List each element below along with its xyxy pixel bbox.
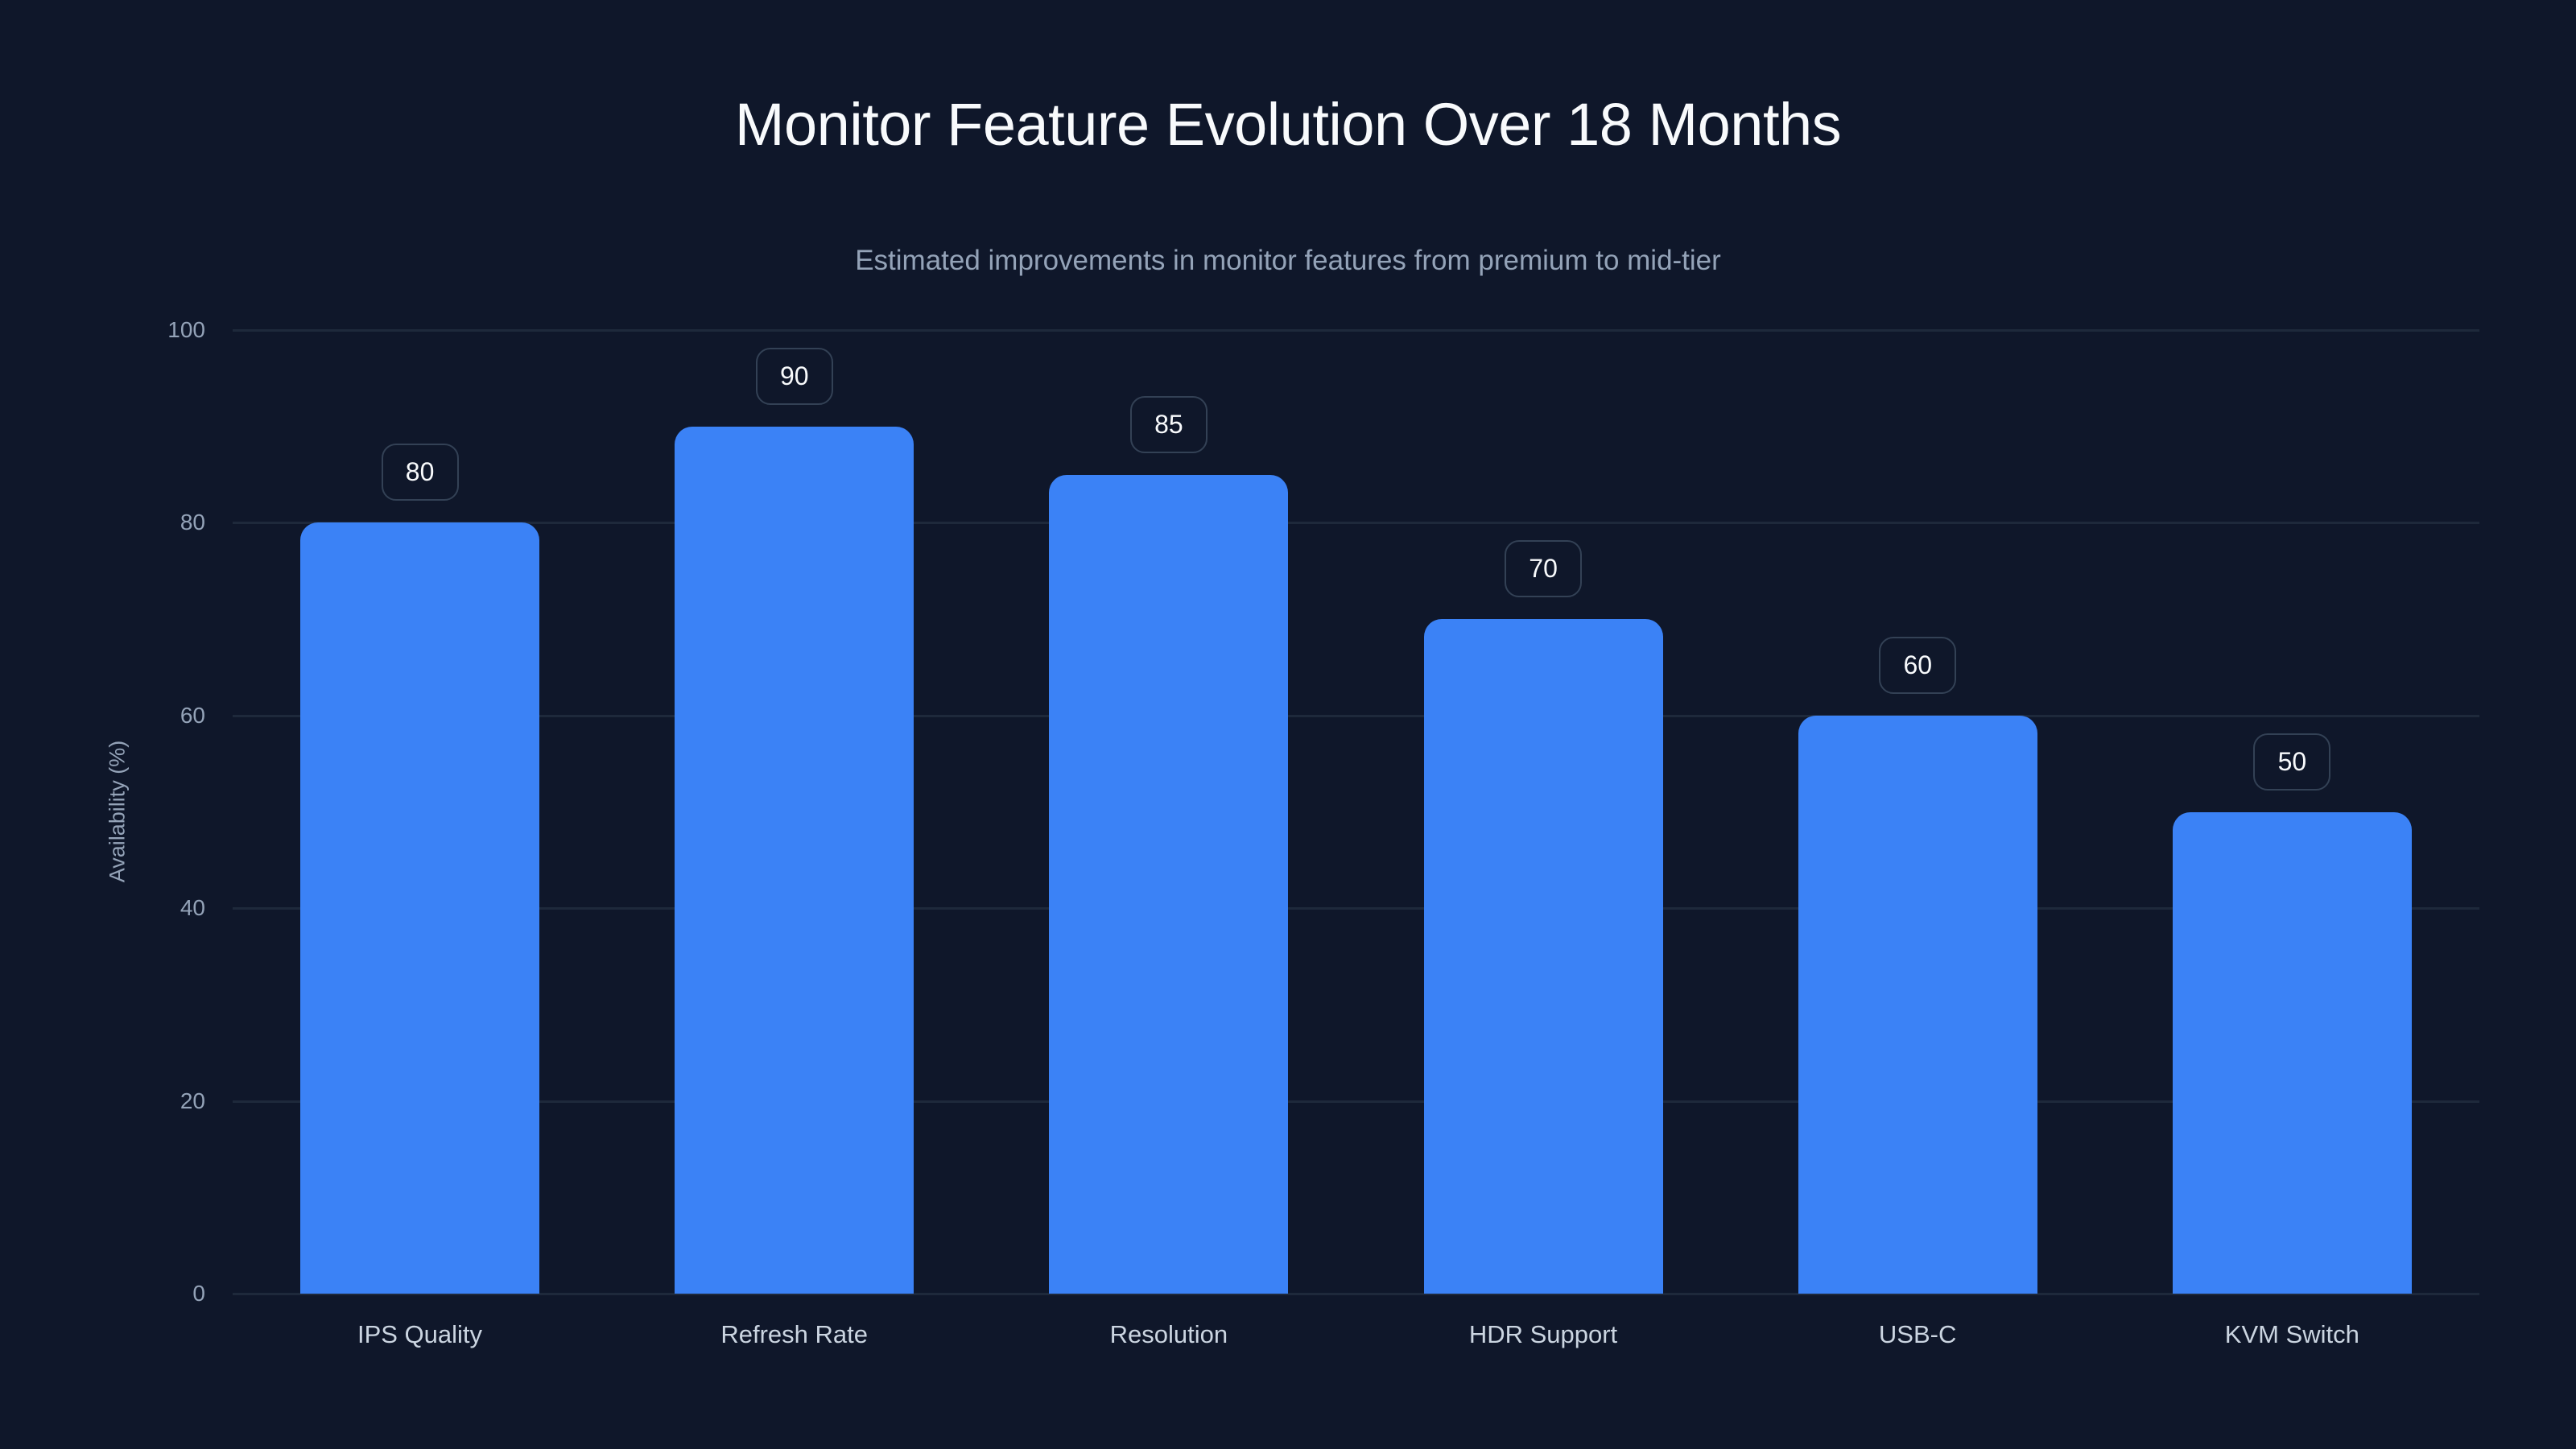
gridline <box>233 522 2479 525</box>
value-label: 70 <box>1505 540 1583 598</box>
bar[interactable] <box>1049 474 1289 1294</box>
y-tick-label: 40 <box>180 895 205 921</box>
x-tick-label: USB-C <box>1878 1320 1957 1348</box>
bar[interactable] <box>300 522 540 1294</box>
x-tick-label: KVM Switch <box>2224 1320 2359 1348</box>
x-tick-label: HDR Support <box>1468 1320 1618 1348</box>
x-tick-label: Refresh Rate <box>720 1320 868 1348</box>
bar[interactable] <box>1798 715 2037 1294</box>
bar[interactable] <box>675 426 914 1294</box>
gridline <box>233 714 2479 717</box>
y-tick-label: 0 <box>192 1281 205 1306</box>
y-axis-label: Availability (%) <box>105 740 130 883</box>
value-label: 50 <box>2253 733 2331 791</box>
gridline <box>233 1293 2479 1295</box>
value-label: 60 <box>1879 636 1957 694</box>
gridline <box>233 329 2479 332</box>
y-tick-label: 100 <box>167 317 205 342</box>
value-label: 85 <box>1129 395 1208 453</box>
chart-subtitle: Estimated improvements in monitor featur… <box>855 245 1721 276</box>
gridline <box>233 1100 2479 1103</box>
y-tick-label: 80 <box>180 510 205 535</box>
bar[interactable] <box>1423 619 1663 1294</box>
value-label: 80 <box>381 444 459 502</box>
plot-area: 0 20 40 60 80 100 80 90 85 70 60 50 <box>167 319 2479 1305</box>
y-tick-label: 20 <box>180 1088 205 1113</box>
bar[interactable] <box>2172 811 2412 1294</box>
chart-title: Monitor Feature Evolution Over 18 Months <box>734 91 1842 158</box>
y-tick-label: 60 <box>180 702 205 728</box>
x-tick-label: IPS Quality <box>357 1320 483 1348</box>
x-tick-label: Resolution <box>1109 1320 1228 1348</box>
value-label: 90 <box>755 347 833 405</box>
gridline <box>233 907 2479 910</box>
